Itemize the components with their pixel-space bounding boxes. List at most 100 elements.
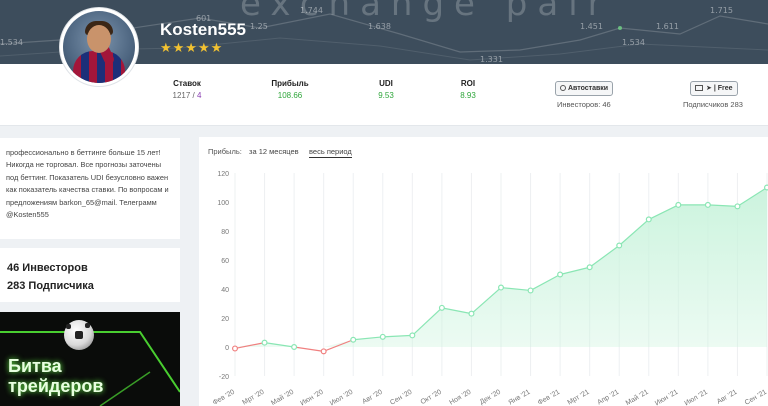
promo-title: Битва трейдеров: [8, 356, 104, 396]
data-point: [557, 271, 564, 278]
data-point: [379, 333, 386, 340]
data-point: [291, 344, 298, 351]
x-tick-label: Сен '21: [744, 389, 768, 406]
data-point: [468, 310, 475, 317]
x-tick-label: Июл '21: [683, 389, 708, 406]
data-point: [764, 184, 768, 191]
profit-line-segment: [411, 307, 443, 336]
follower-counts-card: 46 Инвесторов 283 Подписчика: [0, 248, 180, 302]
y-tick-label: 120: [217, 171, 229, 178]
x-tick-label: Июн '20: [299, 389, 324, 406]
profit-line-segment: [234, 342, 265, 350]
data-point: [734, 203, 741, 210]
x-tick-label: Дек '20: [479, 389, 502, 406]
stat-udi-value: 9.53: [378, 91, 394, 100]
profit-line-segment: [559, 266, 590, 276]
profit-line-segment: [500, 286, 531, 292]
banner-number: 1.638: [368, 22, 391, 31]
y-tick-label: 100: [217, 200, 229, 207]
profit-line-segment: [441, 307, 472, 315]
y-tick-label: 60: [221, 258, 229, 265]
subscribe-button[interactable]: ➤ | Free: [690, 81, 738, 96]
profit-chart-card: Прибыль: за 12 месяцев весь период -20 0 2…: [199, 137, 768, 406]
data-point: [675, 201, 682, 208]
stat-bets-label: Ставок: [173, 79, 201, 88]
x-tick-label: Авг '21: [716, 389, 739, 406]
x-tick-label: Фев '21: [537, 389, 561, 406]
profit-line-segment: [707, 204, 738, 207]
banner-number: 1.451: [580, 22, 603, 31]
period-label: Прибыль:: [208, 147, 242, 156]
profit-line-segment: [353, 336, 383, 341]
stat-bets: Ставок 1217 / 4: [172, 78, 202, 102]
x-tick-label: Янв '21: [508, 389, 532, 406]
period-12-months[interactable]: за 12 месяцев: [249, 147, 299, 156]
profile-header: [0, 64, 768, 126]
profit-line-segment: [618, 218, 650, 246]
data-point: [527, 287, 534, 294]
data-point: [645, 216, 652, 223]
x-tick-label: Ноя '20: [448, 389, 472, 406]
data-point: [438, 304, 445, 311]
x-tick-label: Май '20: [270, 388, 296, 406]
profit-line-segment: [737, 186, 768, 207]
data-point: [261, 339, 268, 346]
x-tick-label: Сен '20: [389, 389, 413, 406]
stat-roi-value: 8.93: [460, 91, 476, 100]
subscribers-note: Подписчиков 283: [683, 100, 743, 109]
stat-profit: Прибыль 108.66: [268, 78, 312, 102]
telegram-icon: ➤: [706, 85, 712, 92]
banner-number: 1.534: [0, 38, 23, 47]
data-point: [409, 332, 416, 339]
data-point: [350, 336, 357, 343]
x-tick-label: Окт '20: [420, 389, 443, 406]
profit-line-segment: [294, 346, 324, 352]
y-tick-label: 0: [225, 345, 229, 352]
x-tick-label: Май '21: [624, 388, 650, 406]
investors-note: Инвесторов: 46: [557, 100, 611, 109]
profit-line-segment: [323, 339, 354, 352]
avatar-image: [63, 11, 135, 83]
investors-count[interactable]: 46 Инвесторов: [7, 262, 88, 274]
banner-word: exchange pair: [240, 0, 612, 24]
y-tick-label: 80: [221, 229, 229, 236]
x-tick-label: Мрт '21: [567, 389, 591, 406]
stat-roi-label: ROI: [460, 79, 476, 88]
stat-udi: UDI 9.53: [374, 78, 398, 102]
profit-line-segment: [382, 334, 413, 338]
y-tick-label: -20: [219, 374, 229, 381]
soccer-ball-icon: [64, 320, 94, 350]
x-tick-label: Июл '20: [329, 389, 354, 406]
stat-roi: ROI 8.93: [456, 78, 480, 102]
rating-stars: ★★★★★: [160, 40, 224, 55]
profit-area: [235, 187, 767, 347]
profit-line-segment: [648, 204, 679, 220]
y-tick-label: 20: [221, 316, 229, 323]
username[interactable]: Kosten555: [160, 20, 246, 39]
data-point: [704, 201, 711, 208]
banner-number: 1.744: [300, 6, 323, 15]
banner-number: 1.534: [622, 38, 645, 47]
x-tick-label: Мрт '20: [241, 389, 265, 406]
circle-icon: [560, 85, 566, 91]
profit-line-segment: [589, 245, 620, 268]
stat-profit-value: 108.66: [277, 91, 303, 100]
about-card: профессионально в беттинге больше 15 лет…: [0, 138, 180, 239]
x-tick-label: Авг '20: [361, 389, 384, 406]
stat-bets-value: 1217 / 4: [172, 91, 202, 100]
data-point: [231, 345, 238, 352]
x-tick-label: Фев '20: [212, 389, 236, 406]
autobets-button[interactable]: Автоставки: [555, 81, 614, 96]
banner-number: 1.25: [250, 22, 268, 31]
x-tick-label: Апр '21: [596, 389, 620, 406]
period-all-time[interactable]: весь период: [309, 147, 352, 158]
data-point: [320, 348, 327, 355]
mail-icon: [695, 85, 703, 91]
avatar[interactable]: [60, 8, 138, 86]
data-point: [498, 284, 505, 291]
promo-banner[interactable]: Битва трейдеров: [0, 312, 180, 406]
subscribers-count[interactable]: 283 Подписчика: [7, 280, 94, 292]
x-tick-label: Июн '21: [654, 389, 679, 406]
profit-line-segment: [530, 273, 561, 291]
